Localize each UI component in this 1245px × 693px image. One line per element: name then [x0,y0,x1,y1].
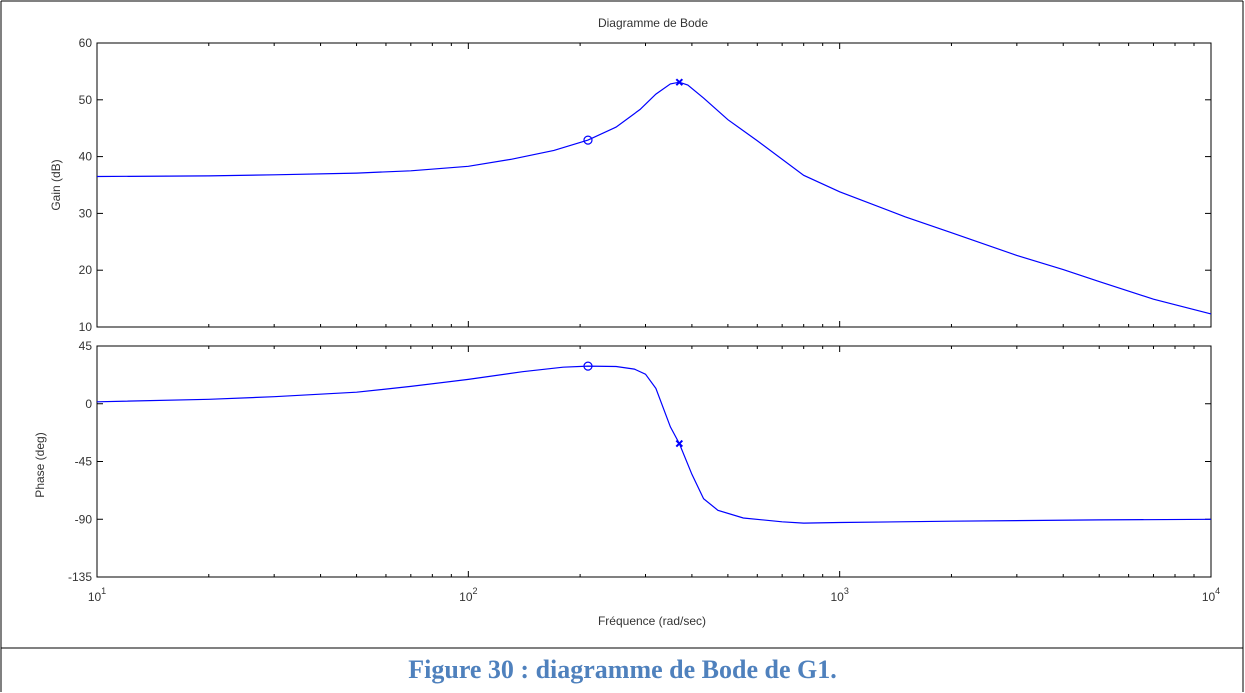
phase-curve [96,365,1212,524]
phase-panel: -135 -90 -45 0 45 101 102 103 104 [68,339,1220,604]
magnitude-y-tick-label: 50 [79,93,93,107]
x-tick-label: 101 [88,586,106,604]
x-tick-label: 103 [830,586,848,604]
x-tick-exponent: 3 [844,586,849,596]
phase-y-tick-label: -135 [68,570,92,584]
figure-caption: Figure 30 : diagramme de Bode de G1. [408,655,837,684]
gain-panel: 10 20 30 40 50 60 [79,36,1212,334]
x-tick-label: 102 [459,586,477,604]
phase-y-tick-label: 45 [79,339,93,353]
magnitude-cross-marker [675,78,684,86]
phase-y-tick-label: 0 [85,397,92,411]
magnitude-y-tick-label: 20 [79,263,93,277]
x-tick-exponent: 1 [101,586,106,596]
magnitude-y-tick-label: 40 [79,150,93,164]
magnitude-y-tick-label: 10 [79,320,93,334]
magnitude-circle-marker [583,135,593,145]
x-axis-label: Fréquence (rad/sec) [598,614,706,628]
x-tick-label: 104 [1202,586,1220,604]
magnitude-y-tick-label: 30 [79,206,93,220]
phase-y-tick-label: -90 [75,512,93,526]
phase-circle-marker [583,361,593,371]
phase-y-tick-label: -45 [75,455,93,469]
magnitude-y-tick-label: 60 [79,36,93,50]
x-tick-exponent: 2 [473,586,478,596]
magnitude-curve [96,81,1212,315]
magnitude-axes-box [96,42,1212,328]
y-axis-label-gain: Gain (dB) [49,159,63,210]
x-tick-exponent: 4 [1215,586,1220,596]
chart-title: Diagramme de Bode [598,16,708,30]
phase-cross-marker [675,439,684,448]
phase-axes-box [96,345,1212,578]
y-axis-label-phase: Phase (deg) [33,432,47,497]
